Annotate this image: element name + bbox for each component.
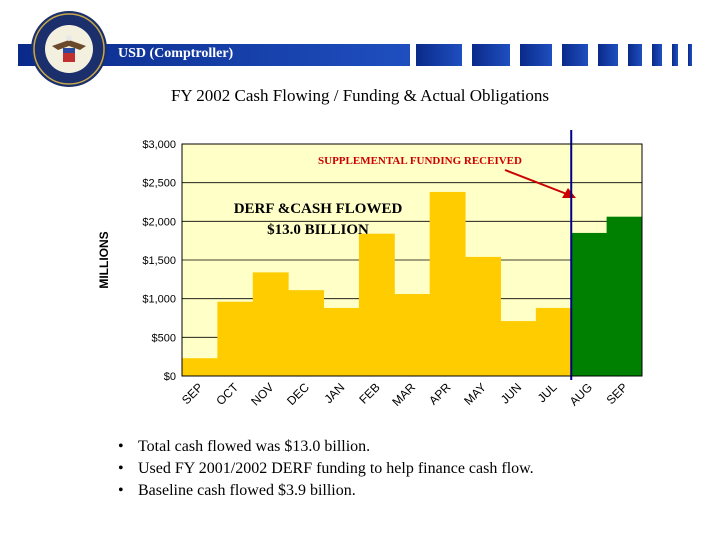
y-tick-label: $500 bbox=[152, 332, 176, 344]
header-stripe bbox=[628, 44, 642, 66]
supplemental-annotation: SUPPLEMENTAL FUNDING RECEIVED bbox=[318, 155, 522, 167]
bar-mar bbox=[394, 294, 431, 376]
bullet-list: Total cash flowed was $13.0 billion. Use… bbox=[118, 438, 534, 504]
y-tick-label: $0 bbox=[164, 371, 176, 383]
bar-sep bbox=[182, 358, 218, 376]
x-tick-label: APR bbox=[426, 380, 454, 408]
y-tick-label: $1,500 bbox=[142, 255, 176, 267]
bar-jan bbox=[323, 307, 360, 376]
y-tick-label: $1,000 bbox=[142, 294, 176, 306]
bar-nov bbox=[252, 272, 289, 376]
header-stripe bbox=[520, 44, 552, 66]
x-tick-label: MAY bbox=[461, 380, 489, 408]
header-stripe bbox=[688, 44, 692, 66]
header-band bbox=[18, 44, 410, 66]
plot-border bbox=[181, 143, 643, 377]
annotation-arrow bbox=[504, 169, 573, 197]
x-tick-label: SEP bbox=[179, 380, 206, 407]
y-axis-label: MILLIONS bbox=[97, 231, 111, 288]
bar-aug bbox=[571, 232, 608, 376]
bar-sep bbox=[606, 216, 643, 376]
bar-jul bbox=[535, 307, 572, 376]
header-bar bbox=[0, 40, 720, 70]
header-title: USD (Comptroller) bbox=[118, 46, 234, 61]
bar-may bbox=[465, 256, 501, 376]
x-tick-label: JAN bbox=[321, 380, 347, 406]
bar-jun bbox=[500, 321, 537, 376]
x-tick-label: SEP bbox=[604, 380, 631, 407]
bar-dec bbox=[288, 290, 325, 376]
x-tick-label: DEC bbox=[284, 380, 312, 408]
derf-annotation-line1: DERF &CASH FLOWED bbox=[234, 201, 403, 217]
x-tick-label: FEB bbox=[356, 380, 382, 406]
dod-seal-icon bbox=[31, 11, 107, 87]
x-tick-label: MAR bbox=[389, 380, 418, 409]
header-stripe bbox=[562, 44, 588, 66]
header-stripe bbox=[416, 44, 462, 66]
slide-title: FY 2002 Cash Flowing / Funding & Actual … bbox=[170, 86, 550, 105]
derf-annotation-line2: $13.0 BILLION bbox=[267, 222, 369, 238]
bar-feb bbox=[358, 233, 395, 376]
bar-series bbox=[182, 191, 643, 376]
bullet-item: Total cash flowed was $13.0 billion. bbox=[118, 438, 534, 456]
bullet-item: Baseline cash flowed $3.9 billion. bbox=[118, 482, 534, 500]
header-stripe bbox=[652, 44, 662, 66]
x-tick-labels: SEP OCT NOV DEC JAN FEB MAR APR MAY JUN JUL AUG SEP bbox=[179, 380, 630, 409]
header-stripe bbox=[672, 44, 678, 66]
x-tick-label: NOV bbox=[248, 380, 276, 408]
arrow-head bbox=[562, 188, 576, 198]
x-tick-label: OCT bbox=[213, 380, 241, 408]
y-tick-labels: $0 $500 $1,000 $1,500 $2,000 $2,500 $3,000 bbox=[142, 139, 176, 383]
cash-flow-chart: $0 $500 $1,000 $1,500 $2,000 $2,500 $3,000 SEP… bbox=[97, 130, 643, 409]
header-stripe bbox=[472, 44, 510, 66]
bar-apr bbox=[429, 191, 466, 376]
x-tick-label: AUG bbox=[567, 380, 595, 408]
y-tick-label: $2,000 bbox=[142, 216, 176, 228]
y-tick-label: $2,500 bbox=[142, 178, 176, 190]
bar-oct bbox=[217, 301, 254, 376]
header-stripe bbox=[598, 44, 618, 66]
x-tick-label: JUN bbox=[498, 380, 524, 406]
x-tick-label: JUL bbox=[535, 380, 560, 405]
bullet-item: Used FY 2001/2002 DERF funding to help f… bbox=[118, 460, 534, 478]
y-tick-label: $3,000 bbox=[142, 139, 176, 151]
